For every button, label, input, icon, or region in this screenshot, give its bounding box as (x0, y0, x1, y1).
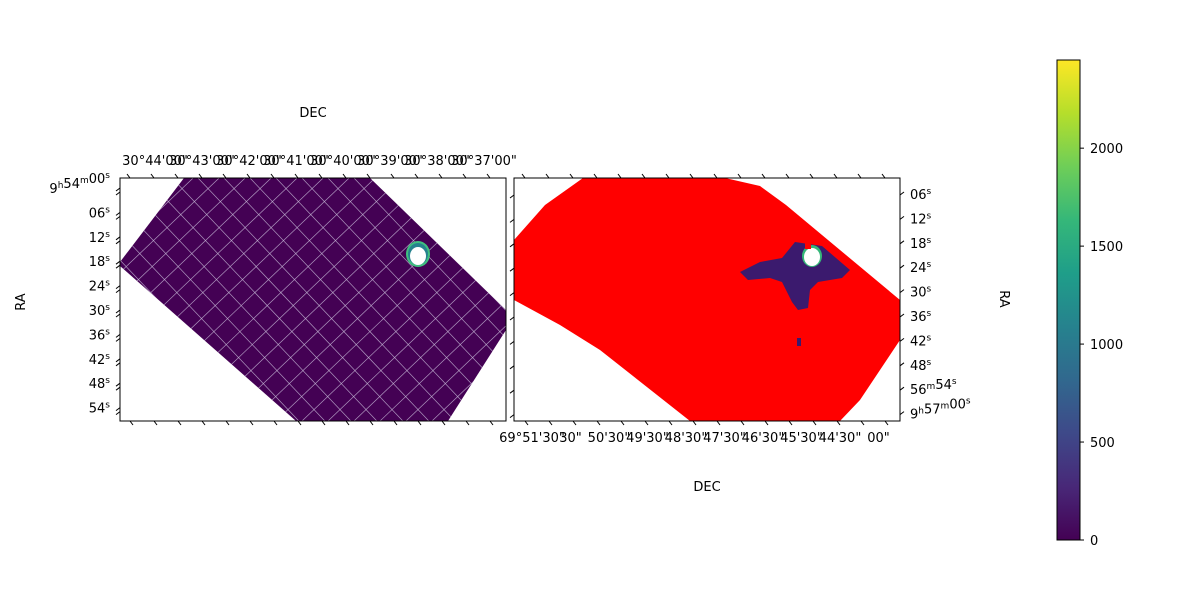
left-x-tick-label: 30°37'00" (451, 154, 517, 169)
left-bright-source (406, 241, 430, 267)
colorbar-gradient (1056, 59, 1081, 541)
left-x-tick-labels: 30°44'00"30°43'00"30°42'00"30°41'00"30°4… (122, 154, 517, 169)
right-image (514, 178, 900, 421)
right-x-tick-label: 48'30" (665, 431, 708, 446)
right-y-tick-label: 18s (910, 236, 932, 252)
right-x-tick-label: 46'30" (742, 431, 785, 446)
colorbar-tick-label: 1500 (1090, 240, 1123, 255)
colorbar: 0 500 1000 1500 2000 (1056, 59, 1123, 549)
left-y-tick-label: 36s (89, 327, 111, 343)
right-masked-region (514, 178, 900, 421)
colorbar-tick-label: 0 (1090, 534, 1098, 549)
right-y-tick-label: 12s (910, 211, 932, 227)
left-x-tick-label: 30°44'00" (122, 154, 188, 169)
left-x-tick-label: 30°39'00" (357, 154, 423, 169)
left-panel: 30°44'00"30°43'00"30°42'00"30°41'00"30°4… (14, 106, 517, 426)
right-y-tick-label: 36s (910, 309, 932, 325)
left-y-tick-label: 42s (89, 352, 111, 368)
right-y-axis-label: RA (996, 290, 1011, 308)
right-x-tick-label: 47'30" (703, 431, 746, 446)
left-axes-frame (119, 177, 507, 422)
colorbar-tick-label: 2000 (1090, 142, 1123, 157)
left-x-tick-label: 30°40'00" (310, 154, 376, 169)
right-y-tick-label: 06s (910, 187, 932, 203)
right-y-tick-label: 56m54s (910, 377, 957, 398)
colorbar-tick-label: 500 (1090, 436, 1115, 451)
right-x-tick-labels: 69°51'30"30" 50'30"49'30"48'30"47'30"46'3… (499, 431, 890, 446)
left-y-tick-label: 18s (89, 254, 111, 270)
left-x-tick-label: 30°41'00" (263, 154, 329, 169)
colorbar-ticks: 0 500 1000 1500 2000 (1080, 142, 1123, 549)
right-x-tick-label: 49'30" (626, 431, 669, 446)
right-tick-marks (509, 173, 905, 426)
right-y-tick-label: 30s (910, 285, 932, 301)
right-panel: 69°51'30"30" 50'30"49'30"48'30"47'30"46'3… (499, 173, 1011, 495)
right-y-tick-label: 42s (910, 333, 932, 349)
left-y-tick-label: 30s (89, 303, 111, 319)
left-y-tick-label: 12s (89, 230, 111, 246)
left-x-tick-label: 30°38'00" (404, 154, 470, 169)
left-tick-marks (115, 173, 494, 426)
left-y-tick-label: 06s (89, 205, 111, 221)
left-y-tick-label: 9h54m00s (49, 171, 110, 197)
right-axes-frame (513, 177, 901, 422)
right-x-tick-label: 69°51'30" (499, 431, 565, 446)
right-x-tick-label: 00" (867, 431, 890, 446)
left-y-axis-label: RA (14, 293, 29, 311)
right-bright-source (802, 243, 822, 267)
left-x-tick-label: 30°43'00" (169, 154, 235, 169)
colorbar-tick-label: 1000 (1090, 338, 1123, 353)
left-y-tick-label: 54s (89, 401, 111, 417)
left-y-tick-label: 48s (89, 376, 111, 392)
right-x-tick-label: 30" (559, 431, 582, 446)
right-x-axis-label: DEC (693, 480, 720, 495)
right-field-region (740, 242, 850, 310)
left-y-tick-labels: 9h54m00s 06s 12s 18s 24s 30s 36s 42s 48s 54s (49, 171, 110, 417)
left-x-axis-label: DEC (299, 106, 326, 121)
right-x-tick-label: 50'30" (588, 431, 631, 446)
right-y-tick-label: 9h57m00s (910, 397, 971, 423)
right-x-tick-label: 45'30" (780, 431, 823, 446)
right-y-tick-label: 48s (910, 358, 932, 374)
right-x-tick-label: 44'30" (819, 431, 862, 446)
right-y-tick-label: 24s (910, 260, 932, 276)
left-x-tick-label: 30°42'00" (216, 154, 282, 169)
left-y-tick-label: 24s (89, 279, 111, 295)
right-field-speck (797, 338, 801, 346)
